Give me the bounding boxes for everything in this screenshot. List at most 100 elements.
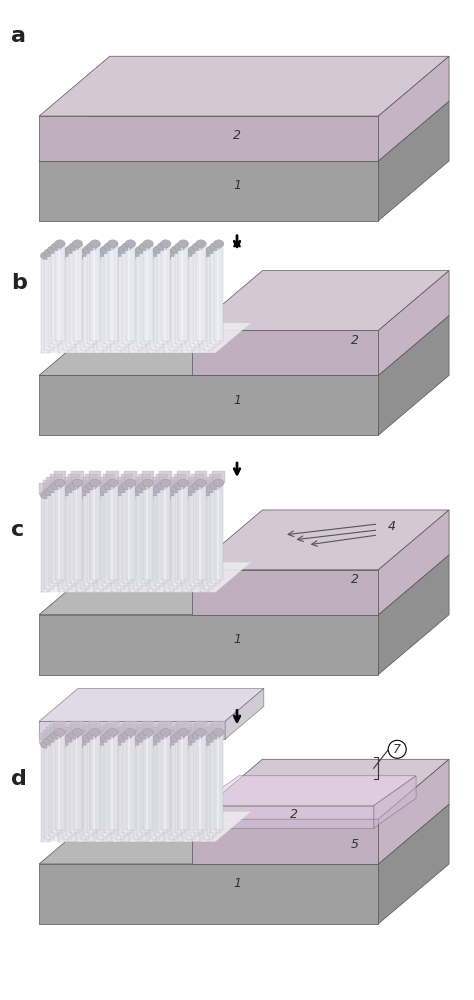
Polygon shape	[39, 615, 378, 675]
Ellipse shape	[121, 731, 132, 739]
Polygon shape	[153, 741, 155, 839]
Polygon shape	[97, 492, 107, 589]
Polygon shape	[378, 56, 449, 161]
Polygon shape	[206, 253, 208, 350]
Polygon shape	[210, 489, 211, 586]
Polygon shape	[157, 489, 159, 586]
Polygon shape	[192, 510, 449, 570]
Polygon shape	[213, 735, 215, 833]
Polygon shape	[72, 247, 74, 344]
Ellipse shape	[167, 488, 178, 496]
Polygon shape	[139, 738, 141, 836]
Polygon shape	[159, 721, 172, 732]
Ellipse shape	[192, 482, 203, 490]
Polygon shape	[205, 727, 218, 738]
Polygon shape	[39, 721, 225, 739]
Ellipse shape	[44, 488, 55, 496]
Ellipse shape	[178, 240, 189, 248]
Polygon shape	[86, 489, 88, 586]
Polygon shape	[182, 483, 183, 580]
Ellipse shape	[143, 479, 153, 487]
Polygon shape	[64, 727, 77, 738]
Polygon shape	[52, 735, 61, 833]
Ellipse shape	[160, 728, 171, 736]
Polygon shape	[115, 741, 125, 839]
Polygon shape	[202, 730, 214, 741]
Polygon shape	[104, 738, 106, 836]
Polygon shape	[138, 474, 151, 486]
Polygon shape	[156, 474, 168, 486]
Polygon shape	[202, 480, 214, 492]
Polygon shape	[69, 247, 79, 344]
Polygon shape	[71, 471, 84, 483]
Polygon shape	[184, 730, 197, 741]
Polygon shape	[125, 247, 127, 344]
Polygon shape	[217, 732, 219, 830]
Polygon shape	[87, 735, 96, 833]
Polygon shape	[69, 486, 79, 583]
Polygon shape	[185, 741, 195, 839]
Polygon shape	[118, 738, 128, 836]
Polygon shape	[147, 495, 156, 592]
Ellipse shape	[128, 252, 139, 260]
Ellipse shape	[76, 491, 86, 499]
Polygon shape	[182, 244, 183, 341]
Polygon shape	[122, 735, 132, 833]
Polygon shape	[97, 256, 99, 353]
Polygon shape	[203, 741, 213, 839]
Ellipse shape	[157, 243, 167, 251]
Ellipse shape	[65, 246, 76, 254]
Polygon shape	[118, 489, 128, 586]
Polygon shape	[142, 721, 154, 732]
Polygon shape	[150, 744, 152, 842]
Polygon shape	[143, 483, 153, 580]
Text: 3: 3	[162, 793, 170, 806]
Polygon shape	[174, 489, 176, 586]
Ellipse shape	[97, 488, 108, 496]
Text: 2: 2	[290, 808, 298, 821]
Polygon shape	[73, 483, 82, 580]
Polygon shape	[202, 495, 204, 592]
Ellipse shape	[153, 485, 164, 493]
Polygon shape	[115, 253, 125, 350]
Ellipse shape	[51, 243, 62, 251]
Polygon shape	[182, 256, 191, 353]
Polygon shape	[195, 735, 197, 833]
Polygon shape	[168, 253, 177, 350]
Polygon shape	[171, 741, 173, 839]
Text: 4: 4	[388, 520, 396, 533]
Ellipse shape	[157, 482, 167, 490]
Text: 2: 2	[233, 129, 241, 142]
Polygon shape	[39, 323, 251, 353]
Ellipse shape	[132, 249, 143, 257]
Polygon shape	[122, 247, 132, 344]
Ellipse shape	[76, 252, 86, 260]
Text: a: a	[11, 26, 26, 46]
Ellipse shape	[206, 734, 217, 742]
Ellipse shape	[69, 243, 79, 251]
Ellipse shape	[171, 246, 182, 254]
Polygon shape	[167, 495, 169, 592]
Polygon shape	[133, 253, 142, 350]
Polygon shape	[90, 732, 100, 830]
Polygon shape	[114, 495, 116, 592]
Polygon shape	[170, 727, 182, 738]
Polygon shape	[80, 492, 89, 589]
Ellipse shape	[93, 740, 104, 748]
Polygon shape	[154, 250, 164, 347]
Polygon shape	[174, 250, 176, 347]
Polygon shape	[191, 474, 204, 486]
Ellipse shape	[192, 731, 203, 739]
Polygon shape	[172, 250, 181, 347]
Polygon shape	[164, 495, 174, 592]
Ellipse shape	[146, 252, 157, 260]
Polygon shape	[154, 489, 164, 586]
Polygon shape	[62, 741, 72, 839]
Polygon shape	[191, 724, 204, 735]
Polygon shape	[120, 724, 133, 735]
Polygon shape	[150, 253, 160, 350]
Ellipse shape	[58, 740, 69, 748]
Polygon shape	[192, 486, 202, 583]
Polygon shape	[39, 101, 449, 161]
Polygon shape	[149, 480, 161, 492]
